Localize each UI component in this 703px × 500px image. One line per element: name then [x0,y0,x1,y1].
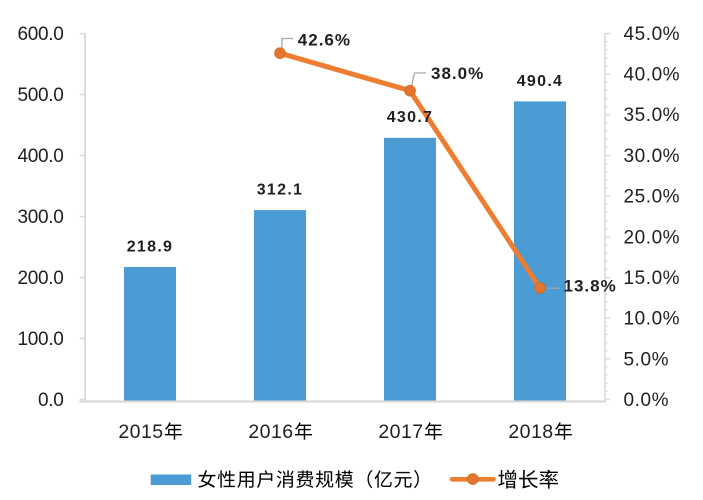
svg-text:25.0%: 25.0% [624,187,681,208]
svg-text:300.0: 300.0 [17,207,63,228]
svg-text:600.0: 600.0 [17,24,63,45]
svg-text:0.0: 0.0 [38,390,64,411]
svg-text:40.0%: 40.0% [624,65,681,86]
svg-text:400.0: 400.0 [17,146,63,167]
svg-text:100.0: 100.0 [17,329,63,350]
svg-text:15.0%: 15.0% [624,268,681,289]
svg-text:312.1: 312.1 [257,182,304,199]
svg-text:30.0%: 30.0% [624,146,681,167]
svg-text:20.0%: 20.0% [624,227,681,248]
svg-text:2018: 2018 [508,421,553,443]
svg-text:10.0%: 10.0% [624,309,681,330]
svg-text:13.8%: 13.8% [564,277,617,296]
svg-text:200.0: 200.0 [17,268,63,289]
svg-text:500.0: 500.0 [17,85,63,106]
svg-text:490.4: 490.4 [517,73,564,90]
svg-text:2017: 2017 [378,421,423,443]
svg-text:42.6%: 42.6% [298,31,351,50]
svg-text:2015: 2015 [118,421,163,443]
svg-text:2016: 2016 [248,421,293,443]
svg-text:218.9: 218.9 [127,238,174,255]
svg-text:38.0%: 38.0% [431,64,484,83]
svg-text:0.0%: 0.0% [624,390,670,411]
svg-text:430.7: 430.7 [387,109,434,126]
svg-text:35.0%: 35.0% [624,105,681,126]
svg-text:45.0%: 45.0% [624,24,681,45]
svg-text:5.0%: 5.0% [624,349,670,370]
